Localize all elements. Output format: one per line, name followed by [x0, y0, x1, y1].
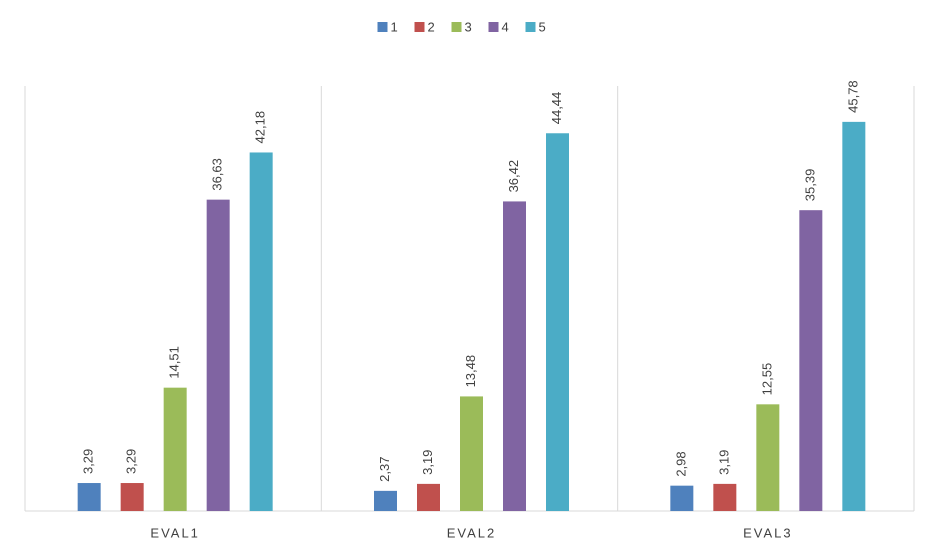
data-label: 3,19: [420, 450, 435, 475]
bar: [120, 483, 144, 511]
x-tick-label: EVAL3: [743, 525, 793, 540]
legend-swatch: [377, 22, 388, 32]
data-label: 44,44: [549, 92, 564, 125]
x-tick-label: EVAL2: [447, 525, 497, 540]
data-label: 3,29: [81, 449, 96, 474]
data-label: 14,51: [167, 346, 182, 379]
legend-label: 1: [391, 19, 398, 34]
legend-swatch: [451, 22, 462, 32]
bar: [206, 199, 230, 511]
bar: [546, 133, 569, 511]
data-label: 36,42: [506, 160, 521, 193]
legend-label: 4: [502, 19, 509, 34]
data-label: 36,63: [210, 158, 225, 191]
data-label: 3,19: [716, 450, 731, 475]
bar: [77, 483, 101, 511]
data-label: 2,98: [673, 451, 688, 476]
bar: [374, 490, 397, 511]
data-label: 45,78: [845, 80, 860, 113]
data-label: 2,37: [377, 457, 392, 482]
bar: [842, 121, 866, 512]
legend-label: 3: [465, 19, 472, 34]
data-label: 35,39: [802, 169, 817, 202]
legend-swatch: [525, 22, 536, 32]
legend-swatch: [414, 22, 425, 32]
bar: [249, 152, 273, 511]
bar: [756, 404, 780, 511]
data-label: 42,18: [253, 111, 268, 144]
legend-label: 2: [428, 19, 435, 34]
legend-swatch: [488, 22, 499, 32]
bar: [670, 485, 694, 511]
bar: [417, 483, 440, 511]
data-label: 13,48: [463, 355, 478, 388]
x-tick-label: EVAL1: [150, 525, 200, 540]
data-label: 12,55: [759, 363, 774, 396]
bar: [713, 483, 737, 511]
bar: [799, 210, 823, 511]
bar: [163, 387, 187, 511]
bar: [503, 201, 526, 511]
legend-label: 5: [539, 19, 546, 34]
bar: [460, 396, 483, 511]
data-label: 3,29: [124, 449, 139, 474]
